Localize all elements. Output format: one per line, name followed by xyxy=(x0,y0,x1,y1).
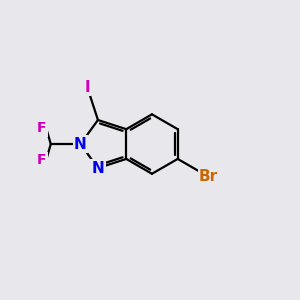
Text: N: N xyxy=(92,160,104,175)
Text: F: F xyxy=(37,122,46,136)
Text: F: F xyxy=(37,153,46,167)
Text: N: N xyxy=(74,136,87,152)
Text: Br: Br xyxy=(199,169,218,184)
Text: I: I xyxy=(85,80,90,95)
